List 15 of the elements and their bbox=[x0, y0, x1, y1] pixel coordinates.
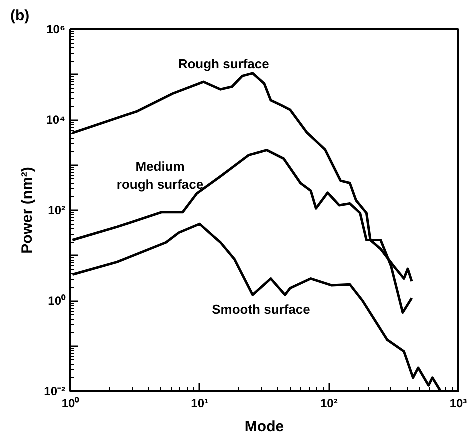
x-tick-label: 10⁰ bbox=[62, 396, 80, 410]
text: (b) bbox=[10, 8, 30, 24]
y-tick-label: 10⁻² bbox=[44, 384, 66, 398]
x-axis-title: Mode bbox=[244, 418, 284, 436]
y-tick-label: 10⁰ bbox=[48, 294, 66, 308]
x-tick-label: 10¹ bbox=[191, 396, 209, 410]
y-tick-label: 10⁶ bbox=[46, 22, 66, 36]
annotation: Rough surface bbox=[178, 56, 270, 72]
y-tick-label: 10⁴ bbox=[46, 113, 66, 127]
y-axis-title: Power (nm²) bbox=[19, 167, 36, 254]
annotation: Smooth surface bbox=[212, 302, 310, 318]
x-tick-label: 10³ bbox=[450, 396, 468, 410]
annotation: Medium rough surface bbox=[116, 159, 204, 192]
x-tick-label: 10² bbox=[320, 396, 338, 410]
y-tick-label: 10² bbox=[48, 204, 66, 218]
